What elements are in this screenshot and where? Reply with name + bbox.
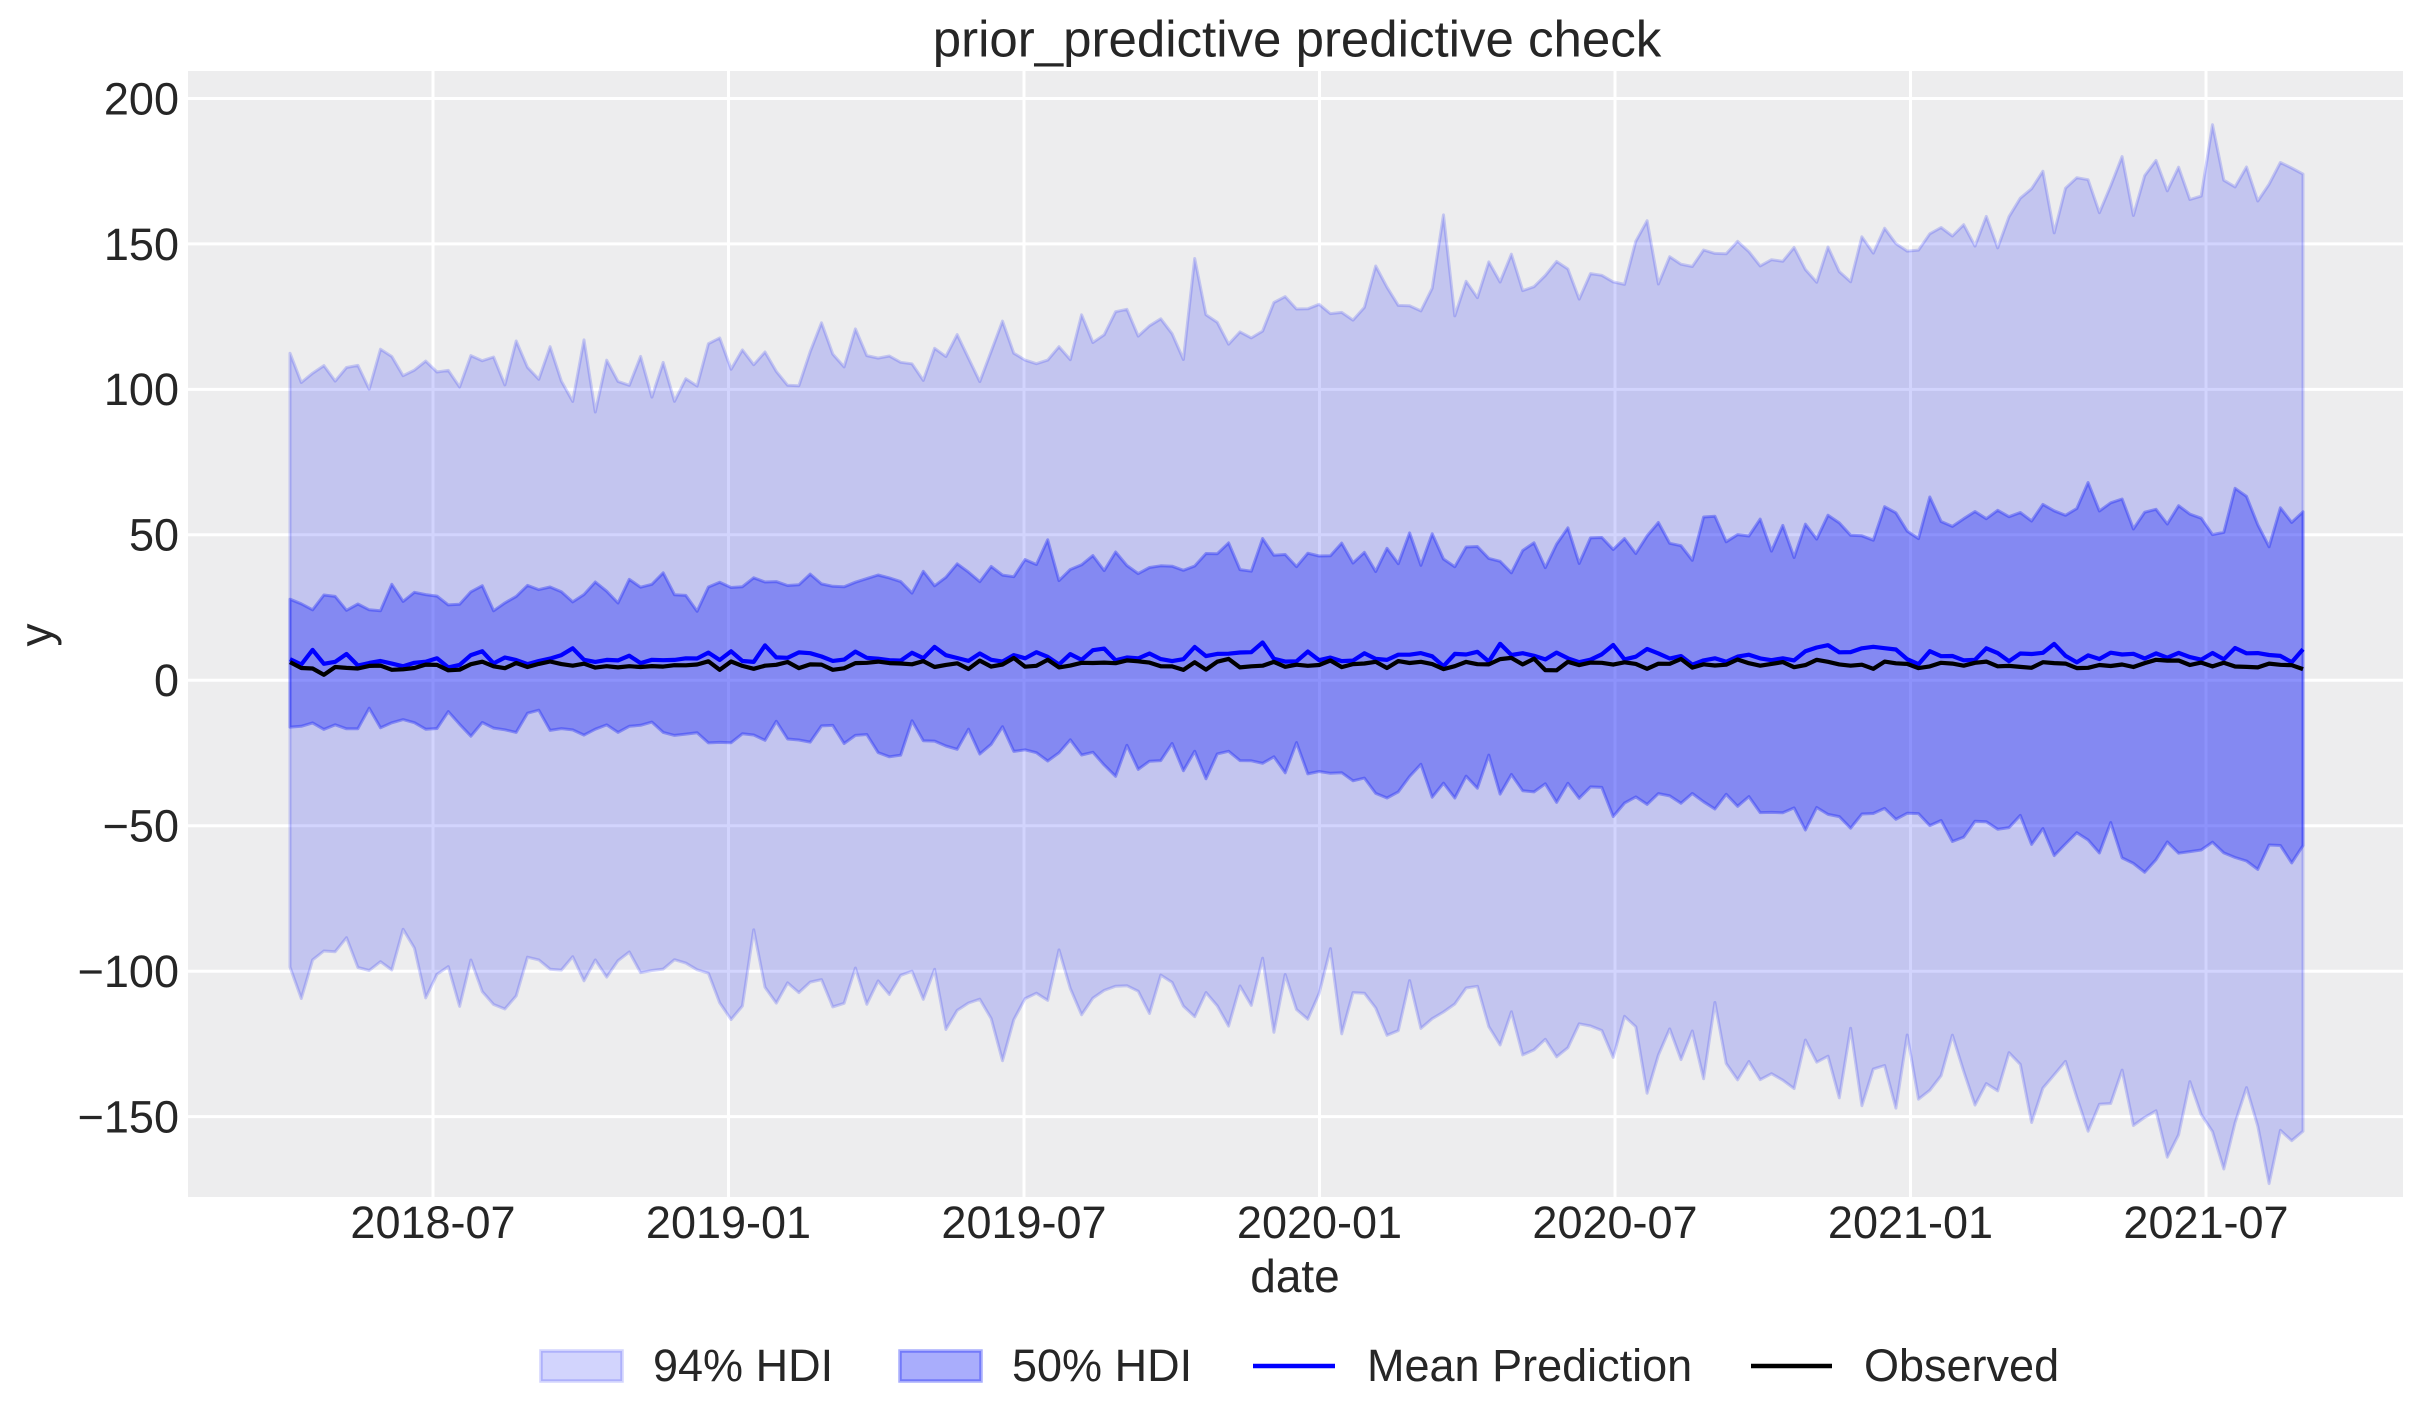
svg-text:prior_predictive predictive ch: prior_predictive predictive check xyxy=(933,11,1662,68)
svg-text:−100: −100 xyxy=(78,946,179,997)
svg-text:Observed: Observed xyxy=(1864,1340,2059,1391)
svg-text:y: y xyxy=(10,624,62,647)
svg-text:2020-07: 2020-07 xyxy=(1532,1197,1697,1248)
svg-text:−50: −50 xyxy=(103,801,179,852)
svg-text:50: 50 xyxy=(129,510,179,561)
svg-text:2021-07: 2021-07 xyxy=(2123,1197,2288,1248)
svg-text:200: 200 xyxy=(104,73,179,124)
svg-text:2019-07: 2019-07 xyxy=(941,1197,1106,1248)
svg-text:94% HDI: 94% HDI xyxy=(653,1340,833,1391)
svg-text:2018-07: 2018-07 xyxy=(350,1197,515,1248)
svg-text:2021-01: 2021-01 xyxy=(1828,1197,1993,1248)
svg-text:Mean Prediction: Mean Prediction xyxy=(1367,1340,1692,1391)
svg-text:date: date xyxy=(1250,1250,1340,1302)
svg-text:2020-01: 2020-01 xyxy=(1237,1197,1402,1248)
svg-text:50% HDI: 50% HDI xyxy=(1012,1340,1192,1391)
svg-text:−150: −150 xyxy=(78,1091,179,1142)
svg-text:2019-01: 2019-01 xyxy=(646,1197,811,1248)
svg-text:0: 0 xyxy=(154,655,179,706)
svg-text:150: 150 xyxy=(104,219,179,270)
svg-text:100: 100 xyxy=(104,364,179,415)
